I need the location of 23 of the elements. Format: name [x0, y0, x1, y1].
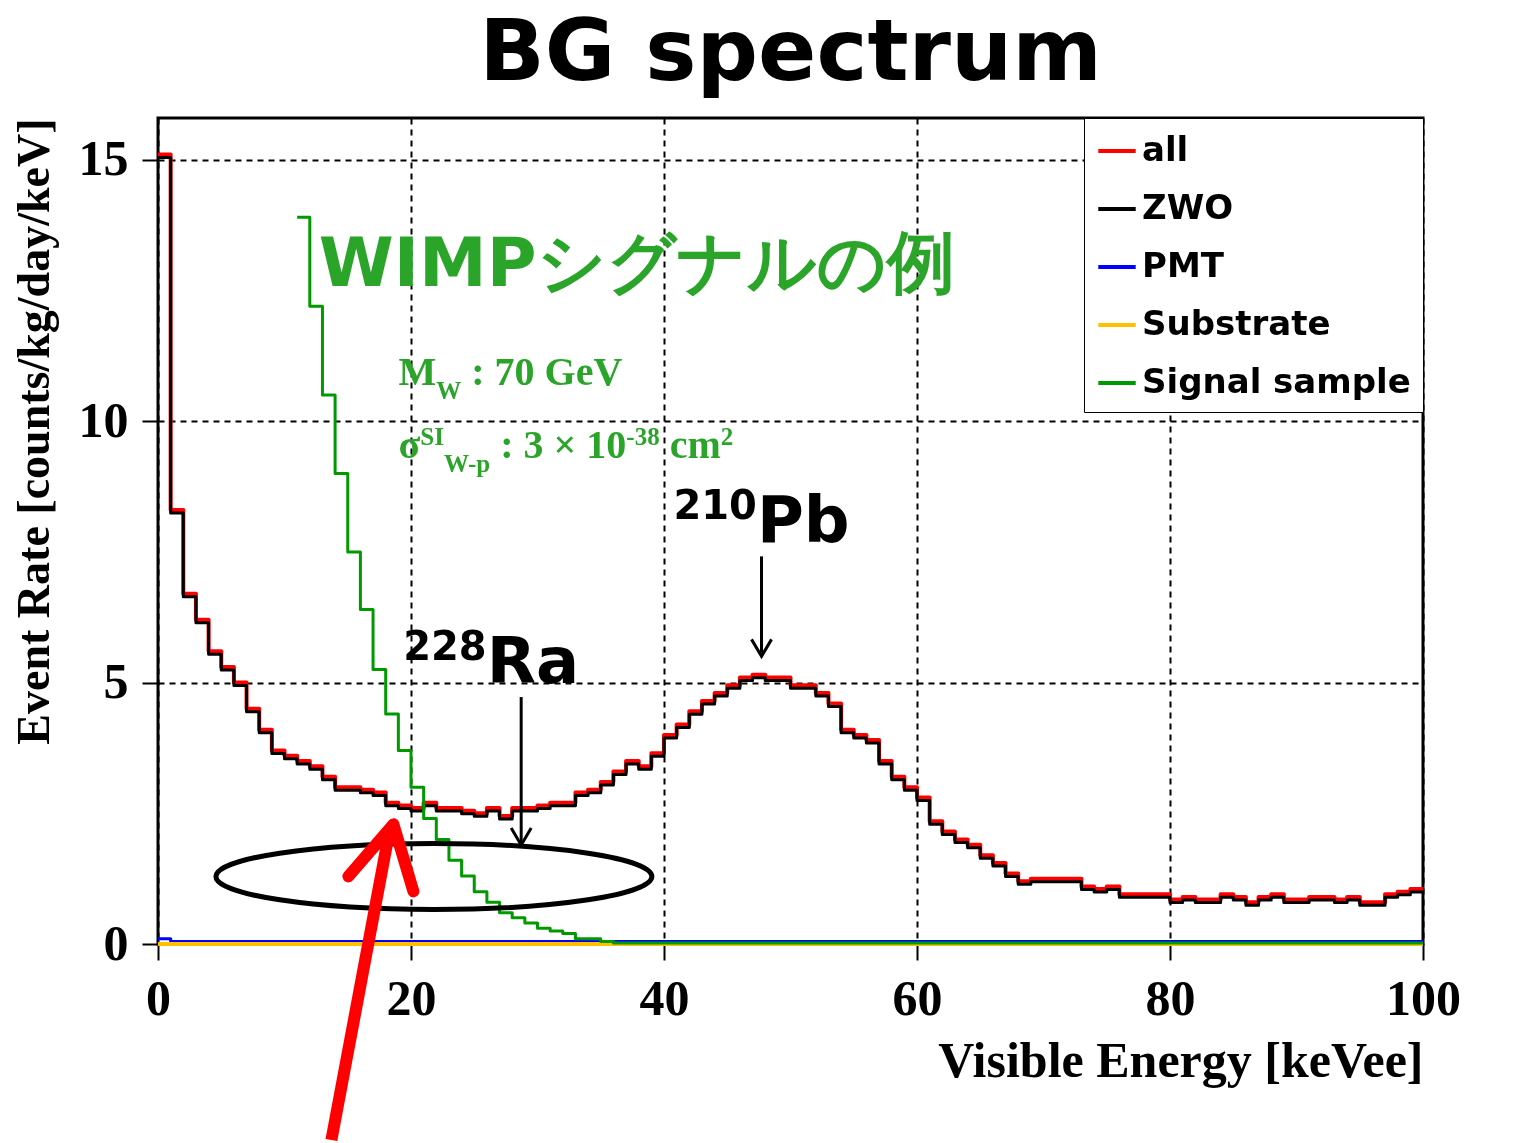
legend-label: Substrate [1142, 303, 1331, 343]
x-tick-label: 20 [386, 969, 437, 1026]
x-tick-label: 80 [1145, 969, 1196, 1026]
legend-label: all [1142, 129, 1189, 169]
chart-title: BG spectrum [479, 0, 1102, 100]
y-tick-label: 15 [78, 130, 129, 187]
annotation: $^{228}$Ra [403, 623, 580, 699]
annotation: σ$^{SI}$$_{W-p}$ : 3 × 10$^{-38}$ cm$^{2}$ [398, 422, 734, 477]
x-tick-label: 0 [146, 969, 171, 1026]
x-tick-label: 100 [1386, 969, 1461, 1026]
y-tick-label: 10 [78, 391, 129, 448]
x-tick-label: 60 [892, 969, 943, 1026]
annotation: $^{210}$Pb [673, 482, 850, 558]
annotation: M$_{W}$ : 70 GeV [398, 349, 623, 404]
x-tick-label: 40 [639, 969, 690, 1026]
legend-label: Signal sample [1142, 361, 1411, 401]
x-axis-title: Visible Energy [keVee] [938, 1031, 1424, 1088]
y-tick-label: 0 [103, 914, 129, 971]
annotation: WIMPシグナルの例 [318, 222, 955, 302]
legend-label: ZWO [1142, 187, 1234, 227]
legend-label: PMT [1142, 245, 1225, 285]
y-tick-label: 5 [103, 653, 129, 710]
y-axis-title: Event Rate [counts/kg/day/keV] [7, 118, 59, 745]
